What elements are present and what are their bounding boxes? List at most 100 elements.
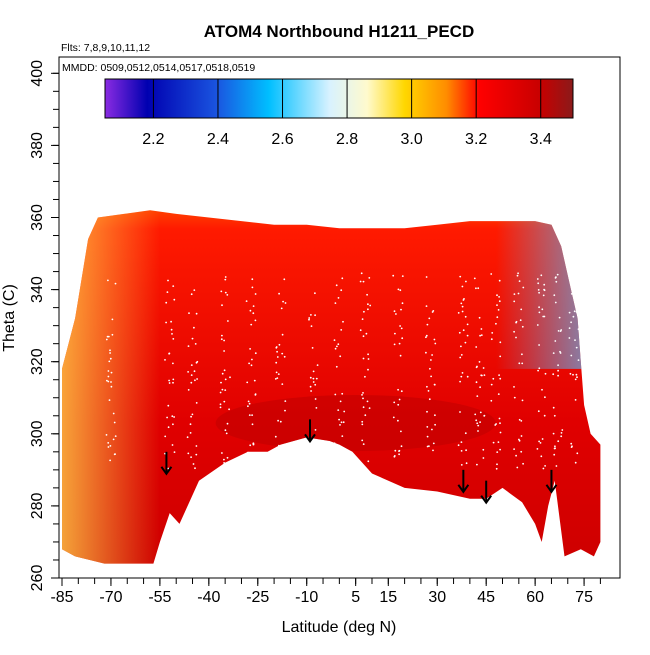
observation-point bbox=[516, 274, 519, 277]
observation-point bbox=[430, 375, 432, 378]
observation-point bbox=[570, 293, 573, 295]
observation-point bbox=[310, 314, 312, 316]
observation-point bbox=[366, 400, 369, 403]
observation-point bbox=[221, 334, 223, 337]
observation-point bbox=[221, 452, 223, 454]
observation-point bbox=[431, 354, 433, 356]
observation-point bbox=[254, 352, 257, 355]
observation-point bbox=[401, 275, 404, 277]
observation-point bbox=[426, 385, 428, 388]
observation-point bbox=[397, 403, 400, 406]
observation-point bbox=[515, 321, 517, 324]
observation-point bbox=[399, 325, 401, 327]
observation-point bbox=[308, 452, 311, 455]
observation-point bbox=[434, 423, 436, 426]
observation-point bbox=[483, 414, 486, 417]
observation-point bbox=[536, 448, 539, 450]
observation-point bbox=[172, 285, 175, 287]
observation-point bbox=[281, 333, 284, 336]
observation-point bbox=[518, 418, 521, 421]
observation-point bbox=[166, 291, 169, 293]
observation-point bbox=[277, 466, 279, 469]
observation-point bbox=[462, 329, 465, 332]
observation-point bbox=[187, 452, 190, 455]
observation-point bbox=[574, 461, 577, 464]
observation-point bbox=[538, 344, 540, 346]
observation-point bbox=[498, 300, 501, 303]
observation-point bbox=[519, 319, 522, 322]
colorbar bbox=[104, 78, 574, 119]
colorbar-tick-label: 3.0 bbox=[400, 131, 422, 148]
observation-point bbox=[308, 317, 311, 319]
observation-point bbox=[194, 379, 196, 382]
observation-point bbox=[478, 316, 481, 319]
observation-point bbox=[196, 360, 199, 363]
observation-point bbox=[497, 309, 500, 311]
observation-point bbox=[495, 423, 497, 425]
observation-point bbox=[107, 370, 110, 372]
observation-point bbox=[364, 414, 367, 417]
observation-point bbox=[538, 440, 540, 443]
observation-point bbox=[515, 336, 517, 339]
observation-point bbox=[339, 424, 341, 426]
observation-point bbox=[466, 375, 469, 378]
observation-point bbox=[574, 277, 577, 279]
flight-arrow bbox=[304, 419, 316, 444]
observation-point bbox=[495, 322, 497, 325]
observation-point bbox=[361, 423, 364, 426]
observation-point bbox=[309, 385, 312, 388]
observation-point bbox=[249, 309, 252, 312]
observation-point bbox=[433, 383, 436, 386]
observation-point bbox=[219, 406, 222, 409]
observation-point bbox=[284, 302, 287, 304]
observation-point bbox=[173, 298, 176, 301]
observation-point bbox=[224, 378, 227, 381]
observation-point bbox=[522, 286, 525, 289]
observation-point bbox=[464, 432, 467, 435]
x-tick-label: -85 bbox=[50, 589, 73, 606]
field-core bbox=[215, 394, 496, 451]
observation-point bbox=[460, 375, 463, 378]
colorbar-tick-label: 2.2 bbox=[142, 131, 164, 148]
observation-point bbox=[312, 377, 315, 380]
observation-point bbox=[538, 306, 540, 309]
observation-point bbox=[278, 458, 281, 461]
observation-point bbox=[457, 312, 460, 314]
observation-point bbox=[166, 416, 169, 419]
observation-point bbox=[425, 305, 428, 307]
observation-point bbox=[278, 343, 281, 346]
observation-point bbox=[578, 323, 580, 325]
colorbar-tick-label: 3.2 bbox=[465, 131, 487, 148]
observation-point bbox=[277, 419, 279, 422]
observation-point bbox=[461, 305, 464, 308]
observation-point bbox=[495, 467, 498, 470]
observation-point bbox=[540, 455, 543, 458]
observation-point bbox=[311, 347, 314, 349]
observation-point bbox=[221, 388, 224, 391]
colorbar-tick-label: 3.4 bbox=[530, 131, 552, 148]
observation-point bbox=[393, 401, 396, 404]
observation-point bbox=[172, 338, 175, 340]
observation-point bbox=[557, 440, 560, 443]
observation-point bbox=[359, 329, 362, 332]
observation-point bbox=[195, 402, 198, 404]
observation-point bbox=[460, 354, 463, 356]
observation-point bbox=[368, 407, 371, 409]
observation-point bbox=[253, 379, 256, 382]
observation-point bbox=[367, 358, 370, 360]
observation-point bbox=[310, 457, 312, 460]
observation-point bbox=[400, 390, 403, 393]
observation-point bbox=[171, 415, 174, 418]
observation-point bbox=[362, 280, 365, 283]
observation-point bbox=[490, 399, 493, 402]
observation-point bbox=[278, 444, 280, 447]
observation-point bbox=[341, 392, 344, 395]
observation-point bbox=[460, 464, 463, 466]
observation-point bbox=[498, 374, 500, 376]
y-tick-label: 260 bbox=[29, 565, 46, 592]
observation-point bbox=[464, 315, 467, 318]
observation-point bbox=[342, 421, 345, 424]
observation-point bbox=[367, 460, 370, 463]
observation-point bbox=[577, 312, 580, 315]
